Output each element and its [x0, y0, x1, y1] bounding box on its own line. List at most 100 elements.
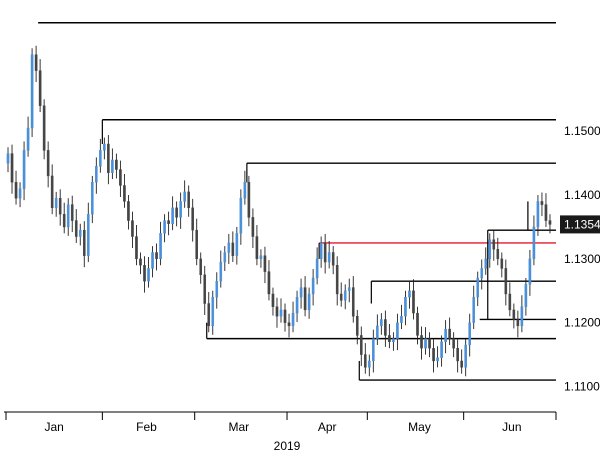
x-axis-title: 2019	[274, 439, 301, 453]
candle-body	[243, 182, 247, 199]
candle-body	[38, 70, 42, 106]
candle-body	[34, 54, 38, 71]
y-axis-tick-label: 1.1200	[564, 316, 600, 330]
candle-body	[452, 338, 455, 349]
candle-body	[207, 303, 211, 327]
candle-body	[528, 258, 532, 285]
candle-body	[135, 236, 138, 260]
candle-body	[548, 220, 552, 225]
candle-body	[504, 268, 508, 295]
candle-body	[111, 159, 114, 173]
candle-body	[82, 229, 86, 256]
candle-body	[351, 287, 355, 317]
candle-body	[299, 287, 303, 298]
y-axis: 1.1500 1.1400 1.1300 1.1200 1.1100	[564, 124, 600, 393]
candle-body	[139, 258, 142, 266]
candle-body	[376, 325, 379, 339]
last-price-tag-bg	[560, 215, 600, 234]
candle-body	[400, 316, 403, 323]
candle-body	[384, 319, 387, 336]
candle-body	[123, 185, 126, 202]
candle-body	[343, 290, 347, 301]
candle-body	[14, 182, 18, 199]
x-axis: 2019 Jan Feb Mar Apr May Jun	[4, 411, 557, 453]
candle-body	[10, 153, 14, 183]
candle-body	[167, 220, 170, 224]
candle-body	[428, 338, 431, 349]
candle-body	[30, 54, 34, 129]
candle-body	[58, 198, 62, 215]
candle-body	[283, 309, 287, 323]
candle-body	[155, 252, 158, 260]
candle-body	[468, 322, 471, 346]
candle-body	[235, 233, 239, 256]
candle-body	[540, 201, 544, 205]
candle-body	[392, 338, 395, 343]
candle-body	[372, 338, 375, 362]
candle-body	[319, 242, 323, 260]
candle-body	[484, 258, 488, 269]
candle-body	[259, 255, 263, 260]
candle-body	[271, 293, 275, 307]
candle-body	[66, 204, 70, 228]
candle-body	[396, 322, 399, 339]
candle-body	[103, 143, 106, 151]
candle-body	[416, 312, 419, 336]
last-price-tag: 1.1354	[560, 215, 600, 234]
candle-body	[263, 255, 267, 272]
candle-body	[544, 204, 548, 221]
candle-body	[488, 239, 492, 260]
candle-body	[231, 242, 235, 256]
candle-body	[424, 338, 427, 349]
candle-body	[516, 319, 520, 327]
x-axis-month-label: Jun	[502, 420, 521, 434]
candle-body	[287, 322, 291, 327]
candle-body	[368, 360, 371, 368]
candle-body	[315, 258, 319, 279]
candle-body	[91, 182, 94, 215]
candle-body	[456, 347, 459, 362]
candle-body	[203, 274, 207, 304]
candle-body	[311, 277, 315, 295]
candle-body	[187, 191, 190, 209]
horizontal-levels	[38, 22, 556, 381]
candle-body	[412, 290, 415, 314]
candle-body	[195, 229, 198, 260]
candle-body	[331, 252, 335, 266]
candle-body	[42, 105, 46, 151]
candle-body	[275, 306, 279, 317]
candle-body	[219, 261, 223, 282]
candle-body	[291, 312, 295, 327]
candle-body	[436, 357, 439, 362]
candle-body	[50, 175, 54, 209]
candle-body	[251, 217, 255, 237]
candle-body	[115, 159, 118, 170]
candle-body	[464, 344, 467, 368]
candle-body	[171, 207, 174, 224]
candle-body	[18, 188, 22, 199]
candle-body	[127, 201, 130, 221]
x-axis-month-label: Apr	[318, 420, 337, 434]
candle-body	[147, 268, 150, 282]
candles	[6, 45, 552, 377]
candle-body	[211, 296, 215, 327]
last-price-label: 1.1354	[564, 217, 600, 231]
candle-body	[70, 204, 74, 221]
candle-body	[512, 309, 516, 320]
candle-body	[279, 309, 283, 317]
candle-body	[347, 287, 351, 291]
candle-body	[86, 213, 90, 256]
candle-body	[78, 229, 82, 237]
candle-body	[480, 268, 484, 279]
candle-body	[476, 277, 480, 298]
candle-body	[223, 252, 227, 263]
candle-body	[472, 296, 476, 323]
candle-body	[460, 360, 463, 368]
candle-body	[159, 233, 162, 260]
candle-body	[440, 341, 443, 358]
candle-body	[54, 198, 58, 209]
candle-body	[179, 201, 182, 218]
candle-body	[151, 252, 154, 269]
candle-body	[62, 213, 66, 228]
